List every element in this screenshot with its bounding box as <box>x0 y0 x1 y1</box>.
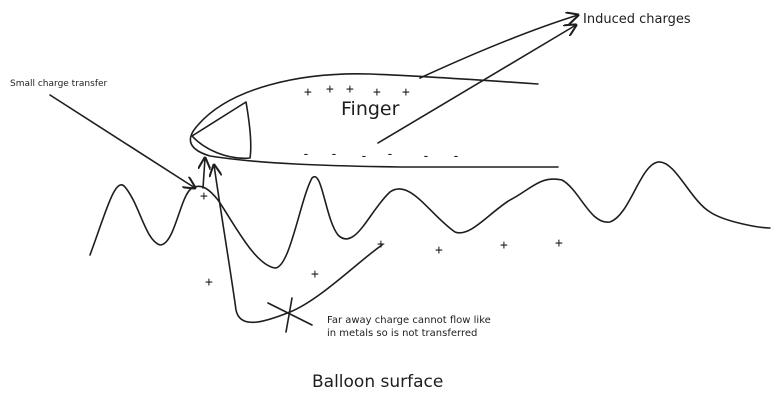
balloon-surface-line <box>89 161 771 269</box>
arrow-small-charge-transfer <box>49 94 195 188</box>
induced-charges-label: Induced charges <box>583 12 691 27</box>
minus-charge: - <box>330 147 338 162</box>
minus-charge: - <box>422 149 430 164</box>
plus-charge: + <box>373 85 381 100</box>
minus-charge: - <box>452 149 460 164</box>
plus-charge: + <box>311 267 319 282</box>
plus-charge: + <box>435 243 443 258</box>
arrow-to-induced-charges-top <box>419 15 578 79</box>
far-away-note-line2: in metals so is not transferred <box>327 328 477 339</box>
small-charge-transfer-label: Small charge transfer <box>10 79 108 89</box>
plus-charge: + <box>500 238 508 253</box>
far-away-note-line1: Far away charge cannot flow like <box>327 315 491 326</box>
plus-charge: + <box>200 189 208 204</box>
blocked-cross-line1 <box>267 302 313 326</box>
finger-label: Finger <box>341 98 400 120</box>
plus-charge: + <box>555 236 563 251</box>
minus-charge: - <box>360 149 368 164</box>
plus-charge: + <box>402 85 410 100</box>
far-away-charge-path <box>214 165 383 324</box>
plus-charge: + <box>304 85 312 100</box>
blocked-cross-line2 <box>285 297 293 333</box>
balloon-surface-label: Balloon surface <box>312 372 443 392</box>
minus-charge: - <box>302 147 310 162</box>
plus-charge: + <box>205 275 213 290</box>
arrow-to-induced-charges-bottom <box>377 25 576 144</box>
arrow-charge-transfer-up <box>203 158 205 189</box>
plus-charge: + <box>377 237 385 252</box>
plus-charge: + <box>346 82 354 97</box>
fingernail <box>191 101 252 160</box>
minus-charge: - <box>386 147 394 162</box>
plus-charge: + <box>326 82 334 97</box>
